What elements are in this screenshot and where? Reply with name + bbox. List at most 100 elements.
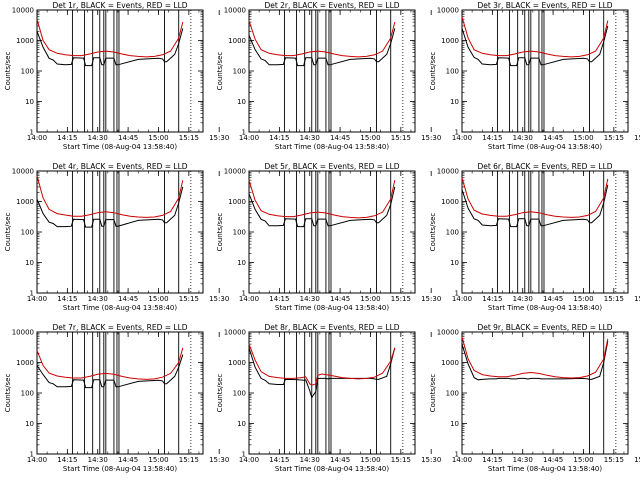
- series-events-line: [248, 347, 396, 399]
- series-lld-line: [248, 343, 396, 386]
- x-tick-label: 14:00: [27, 134, 47, 142]
- chart-panel-7: Det 7r, BLACK = Events, RED = LLD Counts/…: [4, 323, 229, 473]
- y-tick-label: 1000: [441, 359, 459, 367]
- series-lld-line: [248, 20, 396, 58]
- y-tick-label: 1000: [16, 37, 34, 45]
- chart-panel-5: Det 5r, BLACK = Events, RED = LLD Counts/…: [216, 162, 441, 312]
- y-tick-label: 100: [233, 229, 246, 237]
- y-tick-label: 100: [21, 68, 34, 76]
- x-tick-label: 14:45: [118, 456, 138, 464]
- chart-title: Det 8r, BLACK = Events, RED = LLD: [264, 323, 399, 332]
- x-tick-label: 15:00: [148, 295, 168, 303]
- y-tick-label: 10: [237, 98, 246, 106]
- x-tick-label: 15:00: [573, 456, 593, 464]
- x-axis-label: Start Time (08-Aug-04 13:58:40): [63, 304, 177, 312]
- x-tick-label: 14:15: [269, 134, 289, 142]
- y-tick-label: 10: [450, 420, 459, 428]
- y-tick-label: 10: [237, 259, 246, 267]
- y-tick-label: 10: [25, 259, 34, 267]
- chart-title: Det 1r, BLACK = Events, RED = LLD: [52, 1, 187, 10]
- y-tick-label: 1: [455, 451, 459, 459]
- y-tick-label: 10000: [437, 329, 459, 337]
- x-tick-label: 14:30: [300, 134, 320, 142]
- y-tick-label: 1: [30, 290, 34, 298]
- x-tick-label: 14:45: [118, 134, 138, 142]
- x-tick-label: 15:00: [360, 134, 380, 142]
- x-tick-label: 14:15: [482, 134, 502, 142]
- plot-frame: [36, 331, 204, 455]
- y-tick-label: 10: [237, 420, 246, 428]
- y-tick-label: 10000: [224, 7, 246, 15]
- plot-frame: [36, 9, 204, 133]
- y-tick-label: 1000: [228, 359, 246, 367]
- x-tick-label: 14:30: [88, 134, 108, 142]
- x-tick-label: 14:30: [300, 456, 320, 464]
- x-tick-label: 14:15: [57, 134, 77, 142]
- chart-title: Det 9r, BLACK = Events, RED = LLD: [477, 323, 612, 332]
- x-tick-label: 15:15: [604, 295, 624, 303]
- x-tick-label: 14:45: [330, 456, 350, 464]
- x-tick-label: 15:00: [573, 295, 593, 303]
- x-tick-label: 15:30: [634, 456, 640, 464]
- y-axis-label: Counts/sec: [216, 213, 224, 252]
- y-tick-label: 100: [446, 68, 459, 76]
- x-tick-label: 15:00: [148, 456, 168, 464]
- x-tick-label: 14:30: [88, 456, 108, 464]
- y-tick-label: 1: [242, 129, 246, 137]
- y-tick-label: 1: [242, 290, 246, 298]
- y-axis-label: Counts/sec: [4, 213, 12, 252]
- x-tick-label: 14:45: [543, 134, 563, 142]
- x-tick-label: 14:00: [27, 456, 47, 464]
- y-tick-label: 10000: [437, 7, 459, 15]
- x-tick-label: 15:00: [360, 456, 380, 464]
- y-tick-label: 10: [25, 420, 34, 428]
- y-tick-label: 10000: [12, 7, 34, 15]
- y-tick-label: 100: [21, 229, 34, 237]
- x-axis-label: Start Time (08-Aug-04 13:58:40): [488, 465, 602, 473]
- x-tick-label: 15:15: [391, 295, 411, 303]
- y-axis-label: Counts/sec: [429, 52, 437, 91]
- x-tick-label: 15:30: [421, 295, 441, 303]
- series-events-line: [36, 186, 184, 228]
- x-axis-label: Start Time (08-Aug-04 13:58:40): [488, 304, 602, 312]
- x-tick-label: 15:30: [209, 295, 229, 303]
- series-events-line: [248, 28, 396, 67]
- y-tick-label: 100: [21, 390, 34, 398]
- x-tick-label: 14:30: [513, 456, 533, 464]
- x-tick-label: 14:45: [330, 134, 350, 142]
- x-tick-label: 14:45: [330, 295, 350, 303]
- x-axis-label: Start Time (08-Aug-04 13:58:40): [275, 143, 389, 151]
- y-tick-label: 10000: [224, 168, 246, 176]
- y-tick-label: 10000: [437, 168, 459, 176]
- x-tick-label: 14:30: [88, 295, 108, 303]
- plot-frame: [36, 170, 204, 294]
- y-tick-label: 100: [233, 390, 246, 398]
- x-tick-label: 14:45: [543, 295, 563, 303]
- y-axis-label: Counts/sec: [429, 374, 437, 413]
- chart-panel-4: Det 4r, BLACK = Events, RED = LLD Counts/…: [4, 162, 229, 312]
- y-tick-label: 10000: [224, 329, 246, 337]
- x-tick-label: 15:30: [421, 134, 441, 142]
- plot-frame: [461, 9, 629, 133]
- x-tick-label: 14:45: [118, 295, 138, 303]
- x-tick-label: 15:15: [391, 456, 411, 464]
- series-lld-line: [36, 19, 184, 58]
- x-tick-label: 15:15: [179, 134, 199, 142]
- x-tick-label: 15:30: [421, 456, 441, 464]
- x-tick-label: 14:00: [452, 134, 472, 142]
- x-tick-label: 15:15: [179, 295, 199, 303]
- y-tick-label: 1000: [16, 198, 34, 206]
- y-tick-label: 1000: [441, 37, 459, 45]
- x-tick-label: 15:15: [179, 456, 199, 464]
- x-tick-label: 14:30: [513, 134, 533, 142]
- x-tick-label: 14:00: [239, 456, 259, 464]
- chart-panel-8: Det 8r, BLACK = Events, RED = LLD Counts/…: [216, 323, 441, 473]
- series-lld-line: [36, 347, 184, 380]
- series-events-line: [461, 341, 609, 381]
- y-tick-label: 10: [450, 98, 459, 106]
- y-axis-label: Counts/sec: [429, 213, 437, 252]
- y-tick-label: 100: [446, 229, 459, 237]
- y-tick-label: 1: [30, 451, 34, 459]
